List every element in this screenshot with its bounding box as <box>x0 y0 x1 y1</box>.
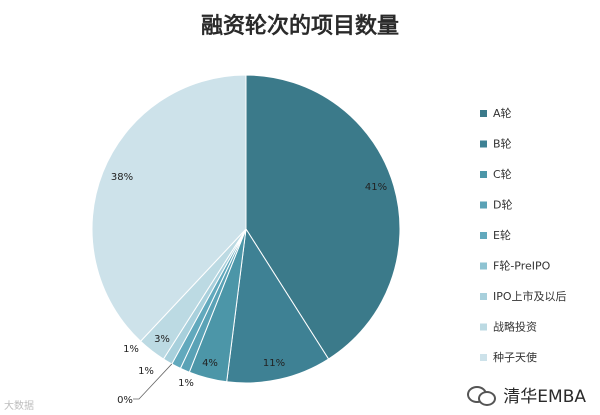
legend-swatch <box>480 110 487 117</box>
legend-label: B轮 <box>493 137 512 151</box>
data-label: 4% <box>202 358 218 369</box>
chart-title: 融资轮次的项目数量 <box>200 13 399 39</box>
leader-lines <box>133 363 173 400</box>
watermark-left-text: 大数据 <box>4 401 34 412</box>
slice-labels: 41% 11% 4% 1% 1% 0% 1% 3% 38% <box>111 172 387 406</box>
legend-swatch <box>480 232 487 239</box>
data-label: 0% <box>117 395 133 406</box>
legend-label: F轮-PreIPO <box>493 259 551 273</box>
pie-slice <box>245 74 401 360</box>
legend-label: D轮 <box>493 198 512 212</box>
legend-swatch <box>480 354 487 361</box>
watermark-right-text: 清华EMBA <box>503 387 586 407</box>
pie-slices <box>91 74 401 384</box>
legend-swatch <box>480 262 487 270</box>
legend-label: C轮 <box>493 167 512 181</box>
leader-line <box>133 363 173 400</box>
watermark-right: 清华EMBA <box>467 382 586 407</box>
legend-label: IPO上市及以后 <box>493 289 567 303</box>
legend-label: A轮 <box>493 106 512 120</box>
pie-slice <box>91 74 247 342</box>
legend-swatch <box>480 293 487 300</box>
legend-label: 战略投资 <box>493 320 537 334</box>
data-label: 11% <box>263 358 285 369</box>
data-label: 1% <box>123 344 139 355</box>
legend-swatch <box>480 171 487 178</box>
data-label: 1% <box>138 366 154 377</box>
data-label: 38% <box>111 172 133 183</box>
legend-label: 种子天使 <box>493 350 537 364</box>
legend-swatch <box>480 140 487 148</box>
legend-swatch <box>480 201 487 209</box>
data-label: 1% <box>178 378 194 389</box>
pie-slice <box>226 227 330 384</box>
wechat-icon <box>467 384 497 406</box>
data-label: 3% <box>154 334 170 345</box>
data-label: 41% <box>365 182 387 193</box>
legend-swatch <box>480 323 487 331</box>
legend-label: E轮 <box>493 228 511 242</box>
watermark-left: 大数据 <box>4 397 34 412</box>
